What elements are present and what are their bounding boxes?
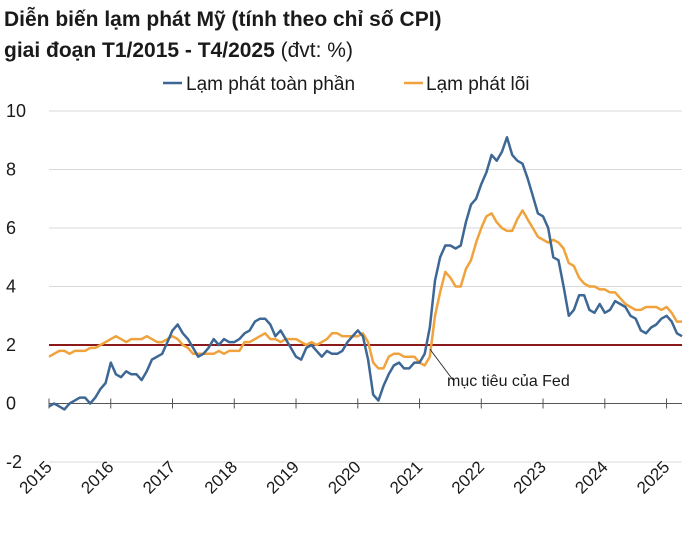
x-tick-label: 2016 <box>77 457 117 497</box>
series-line-core <box>48 209 682 370</box>
x-tick-label: 2017 <box>139 457 179 497</box>
y-tick-label: 4 <box>6 277 16 297</box>
y-tick-label: 0 <box>6 394 16 414</box>
annotation-pointer <box>429 348 454 381</box>
series-layer <box>48 136 683 411</box>
x-tick-label: 2025 <box>633 457 673 497</box>
x-tick-label: 2019 <box>263 457 303 497</box>
series-line-headline <box>48 136 683 411</box>
y-tick-label: 8 <box>6 160 16 180</box>
title-unit: (đvt: %) <box>274 39 353 62</box>
legend: Lạm phát toàn phần Lạm phát lõi <box>163 74 530 95</box>
annotation-layer: mục tiêu của Fed <box>429 348 570 390</box>
x-tick-label: 2021 <box>386 457 426 497</box>
x-tick-label: 2020 <box>324 457 364 497</box>
x-tick-label: 2018 <box>201 457 241 497</box>
legend-item-core-label: Lạm phát lõi <box>426 74 530 95</box>
x-tick-label: 2023 <box>510 457 550 497</box>
y-tick-label: -2 <box>6 452 22 472</box>
chart-title: Diễn biến lạm phát Mỹ (tính theo chỉ số … <box>4 4 442 66</box>
x-tick-label: 2022 <box>448 457 488 497</box>
legend-item-headline-label: Lạm phát toàn phần <box>186 74 355 95</box>
y-tick-label: 2 <box>6 335 16 355</box>
y-tick-label: 10 <box>6 101 26 121</box>
title-line-2: giai đoạn T1/2015 - T4/2025 <box>4 39 275 62</box>
fed-target-label: mục tiêu của Fed <box>447 373 570 390</box>
y-tick-label: 6 <box>6 218 16 238</box>
x-tick-label: 2024 <box>571 457 611 497</box>
title-line-1: Diễn biến lạm phát Mỹ (tính theo chỉ số … <box>4 8 442 31</box>
